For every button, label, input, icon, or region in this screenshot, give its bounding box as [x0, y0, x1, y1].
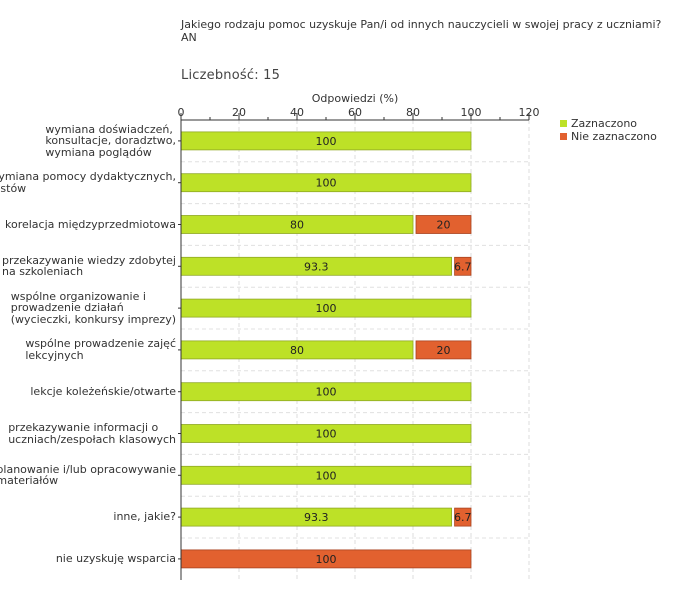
category-label: korelacja międzyprzedmiotowa	[5, 219, 176, 231]
category-label: wspólne prowadzenie zajęć lekcyjnych	[25, 338, 176, 361]
legend-label-selected: Zaznaczono	[571, 117, 638, 130]
chart-title: Jakiego rodzaju pomoc uzyskuje Pan/i od …	[181, 18, 662, 44]
category-label-line: lekcyjnych	[25, 348, 84, 362]
category-label-line: korelacja międzyprzedmiotowa	[4, 217, 176, 231]
data-label: 20	[437, 344, 451, 357]
x-tick-label: 0	[178, 106, 185, 119]
data-label: 100	[316, 177, 337, 190]
category-label-line: przekazywanie informacji o	[8, 421, 159, 434]
category-label: wymiana pomocy dydaktycznych,testów	[0, 171, 176, 194]
category-label-line: materiałów	[0, 474, 59, 488]
x-tick-label: 80	[406, 106, 420, 119]
sample-size: Liczebność: 15	[181, 68, 280, 83]
data-label: 100	[316, 428, 337, 441]
category-label-line: przekazywanie wiedzy zdobytej	[2, 253, 176, 267]
bar-not-selected	[415, 215, 472, 234]
category-label: nie uzyskuję wsparcia	[56, 553, 176, 565]
x-tick-label: 40	[290, 106, 304, 119]
legend-swatch-selected	[560, 120, 567, 127]
legend-item-not-selected: Nie zaznaczono	[560, 130, 657, 143]
data-label: 6.7	[454, 511, 472, 524]
legend-label-not-selected: Nie zaznaczono	[571, 130, 657, 143]
category-label-line: nie uzyskuję wsparcia	[55, 552, 176, 566]
category-label-line: planowanie i/lub opracowywanie	[0, 462, 176, 476]
category-label-line: (wycieczki, konkursy imprezy)	[10, 312, 176, 326]
sample-size-label: Liczebność:	[181, 68, 259, 83]
data-label: 100	[316, 386, 337, 399]
data-label: 80	[290, 219, 304, 232]
category-label-line: inne, jakie?	[113, 510, 176, 524]
bar-not-selected	[454, 256, 472, 276]
category-label-line: prowadzenie działań	[10, 301, 124, 315]
category-label-line: lekcje koleżeńskie/otwarte	[30, 384, 176, 398]
x-tick-label: 120	[519, 106, 540, 119]
category-label: przekazywanie informacji o uczniach/zespo…	[8, 422, 176, 445]
x-tick-label: 100	[461, 106, 482, 119]
bar-not-selected	[415, 340, 472, 360]
data-label: 100	[316, 553, 337, 566]
x-tick-label: 60	[348, 106, 362, 119]
data-label: 6.7	[454, 260, 472, 273]
category-label-line: uczniach/zespołach klasowych	[8, 432, 176, 446]
data-label: 100	[316, 469, 337, 482]
category-label: wspólne organizowanie i prowadzenie dział…	[11, 291, 176, 326]
data-label: 100	[316, 302, 337, 315]
data-label: 93.3	[304, 260, 329, 273]
data-label: 20	[437, 219, 451, 232]
category-label: planowanie i/lub opracowywanie materiałów	[0, 464, 176, 487]
category-label-line: wymiana pomocy dydaktycznych,	[0, 170, 176, 184]
category-label-line: konsultacje, doradztwo,	[45, 134, 176, 148]
legend: Zaznaczono Nie zaznaczono	[560, 117, 657, 143]
category-label-line: testów	[0, 181, 27, 195]
category-label: lekcje koleżeńskie/otwarte	[30, 386, 176, 398]
category-label: przekazywanie wiedzy zdobytej na szkoleni…	[2, 255, 176, 278]
sample-size-value: 15	[263, 68, 281, 83]
category-label-line: wspólne organizowanie i	[10, 289, 146, 303]
data-label: 100	[316, 135, 337, 148]
category-label-line: wspólne prowadzenie zajęć	[25, 337, 176, 351]
x-tick-label: 20	[232, 106, 246, 119]
legend-swatch-not-selected	[560, 133, 567, 140]
category-label-line: wymiana doświadczeń,	[45, 122, 173, 136]
data-label: 93.3	[304, 511, 329, 524]
bar-not-selected	[454, 507, 472, 527]
x-axis-title: Odpowiedzi (%)	[312, 92, 399, 105]
category-label-line: na szkoleniach	[2, 265, 84, 279]
category-label: wymiana doświadczeń, konsultacje, doradzt…	[45, 124, 176, 159]
data-label: 80	[290, 344, 304, 357]
category-label: inne, jakie?	[113, 511, 176, 523]
legend-item-selected: Zaznaczono	[560, 117, 657, 130]
category-label-line: wymiana poglądów	[45, 145, 152, 159]
